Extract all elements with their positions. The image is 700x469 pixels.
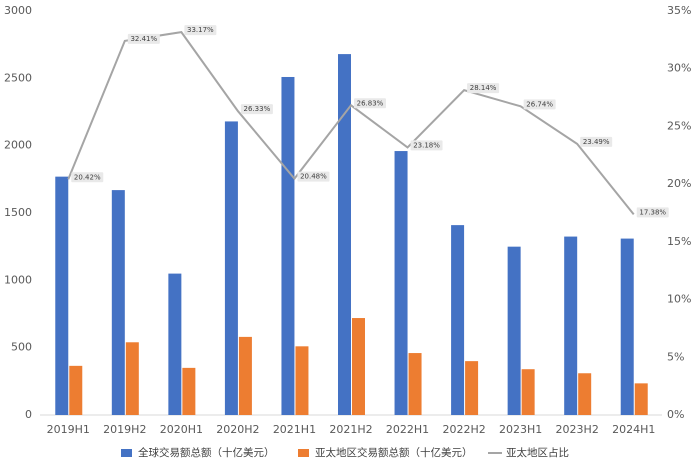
bar [521, 369, 535, 415]
x-tick-label: 2023H1 [499, 423, 542, 436]
data-label: 26.74% [523, 99, 556, 110]
x-tick-label: 2022H2 [442, 423, 485, 436]
bar [238, 336, 252, 415]
x-tick-label: 2024H1 [612, 423, 655, 436]
data-label-text: 28.14% [470, 84, 497, 92]
y2-tick-label: 10% [667, 293, 691, 306]
y-tick-label: 0 [25, 408, 32, 421]
x-tick-label: 2021H2 [329, 423, 372, 436]
legend-label: 全球交易额总额（十亿美元） [138, 446, 275, 459]
bar [69, 365, 83, 415]
data-label: 17.38% [636, 207, 669, 218]
data-label-text: 26.74% [526, 100, 553, 108]
bar [281, 76, 295, 415]
data-label: 20.48% [297, 171, 330, 182]
y2-tick-label: 15% [667, 235, 691, 248]
legend-label: 亚太地区占比 [506, 446, 569, 459]
x-tick-label: 2022H1 [386, 423, 429, 436]
bar [451, 225, 465, 415]
bar [55, 176, 69, 415]
data-label-box [636, 207, 669, 218]
bar [182, 367, 196, 415]
data-label-box [127, 33, 160, 44]
bar [507, 246, 521, 415]
y-tick-label: 1500 [4, 206, 32, 219]
y2-tick-label: 35% [667, 4, 691, 17]
legend-label: 亚太地区交易额总额（十亿美元） [315, 446, 473, 459]
y-tick-label: 1000 [4, 273, 32, 286]
y2-tick-label: 20% [667, 177, 691, 190]
data-label-box [467, 83, 500, 94]
y2-tick-label: 30% [667, 62, 691, 75]
x-tick-label: 2019H1 [47, 423, 90, 436]
bar [125, 342, 139, 415]
y2-tick-label: 0% [667, 408, 684, 421]
bar [352, 318, 365, 415]
bar [168, 273, 182, 415]
x-tick-label: 2021H1 [273, 423, 316, 436]
x-tick-label: 2019H2 [103, 423, 146, 436]
data-label-text: 32.41% [130, 35, 157, 43]
bar [111, 190, 125, 415]
y-tick-label: 2500 [4, 71, 32, 84]
data-label: 26.83% [354, 98, 386, 109]
bar [634, 383, 648, 415]
y-tick-label: 2000 [4, 139, 32, 152]
bar [394, 151, 408, 415]
bar [578, 373, 592, 415]
bar [620, 238, 634, 415]
data-label: 23.18% [410, 140, 443, 151]
y2-tick-label: 25% [667, 119, 691, 132]
data-label: 28.14% [467, 83, 500, 94]
y2-tick-label: 5% [667, 350, 684, 363]
data-label-text: 23.18% [413, 141, 440, 149]
data-label-box [240, 104, 273, 115]
data-label-box [410, 140, 443, 151]
x-tick-label: 2023H2 [556, 423, 599, 436]
legend-swatch [121, 449, 132, 457]
bar [465, 361, 479, 415]
data-label-text: 20.42% [74, 173, 101, 181]
data-label: 32.41% [127, 33, 160, 44]
data-label: 23.49% [580, 136, 613, 147]
bar [295, 346, 309, 415]
line [67, 31, 635, 216]
data-label-box [523, 99, 556, 110]
x-tick-label: 2020H1 [160, 423, 203, 436]
data-label: 26.33% [240, 104, 273, 115]
data-label-text: 17.38% [639, 208, 666, 216]
data-label-box [184, 25, 217, 36]
data-label-text: 20.48% [300, 173, 327, 181]
legend-swatch [298, 449, 309, 457]
bar [564, 236, 578, 415]
data-label-box [71, 172, 104, 183]
data-label-text: 26.33% [244, 105, 271, 113]
bar [338, 54, 351, 416]
x-tick-label: 2020H2 [216, 423, 259, 436]
data-label-text: 33.17% [187, 26, 214, 34]
bar [224, 121, 238, 415]
y-tick-label: 500 [11, 341, 32, 354]
data-label-box [297, 171, 330, 182]
data-label-text: 23.49% [583, 138, 610, 146]
y-tick-label: 3000 [4, 4, 32, 17]
data-label: 33.17% [184, 25, 217, 36]
data-label: 20.42% [71, 172, 104, 183]
data-label-box [354, 98, 386, 109]
data-label-box [580, 136, 613, 147]
bar [408, 353, 422, 415]
data-label-text: 26.83% [357, 99, 384, 107]
